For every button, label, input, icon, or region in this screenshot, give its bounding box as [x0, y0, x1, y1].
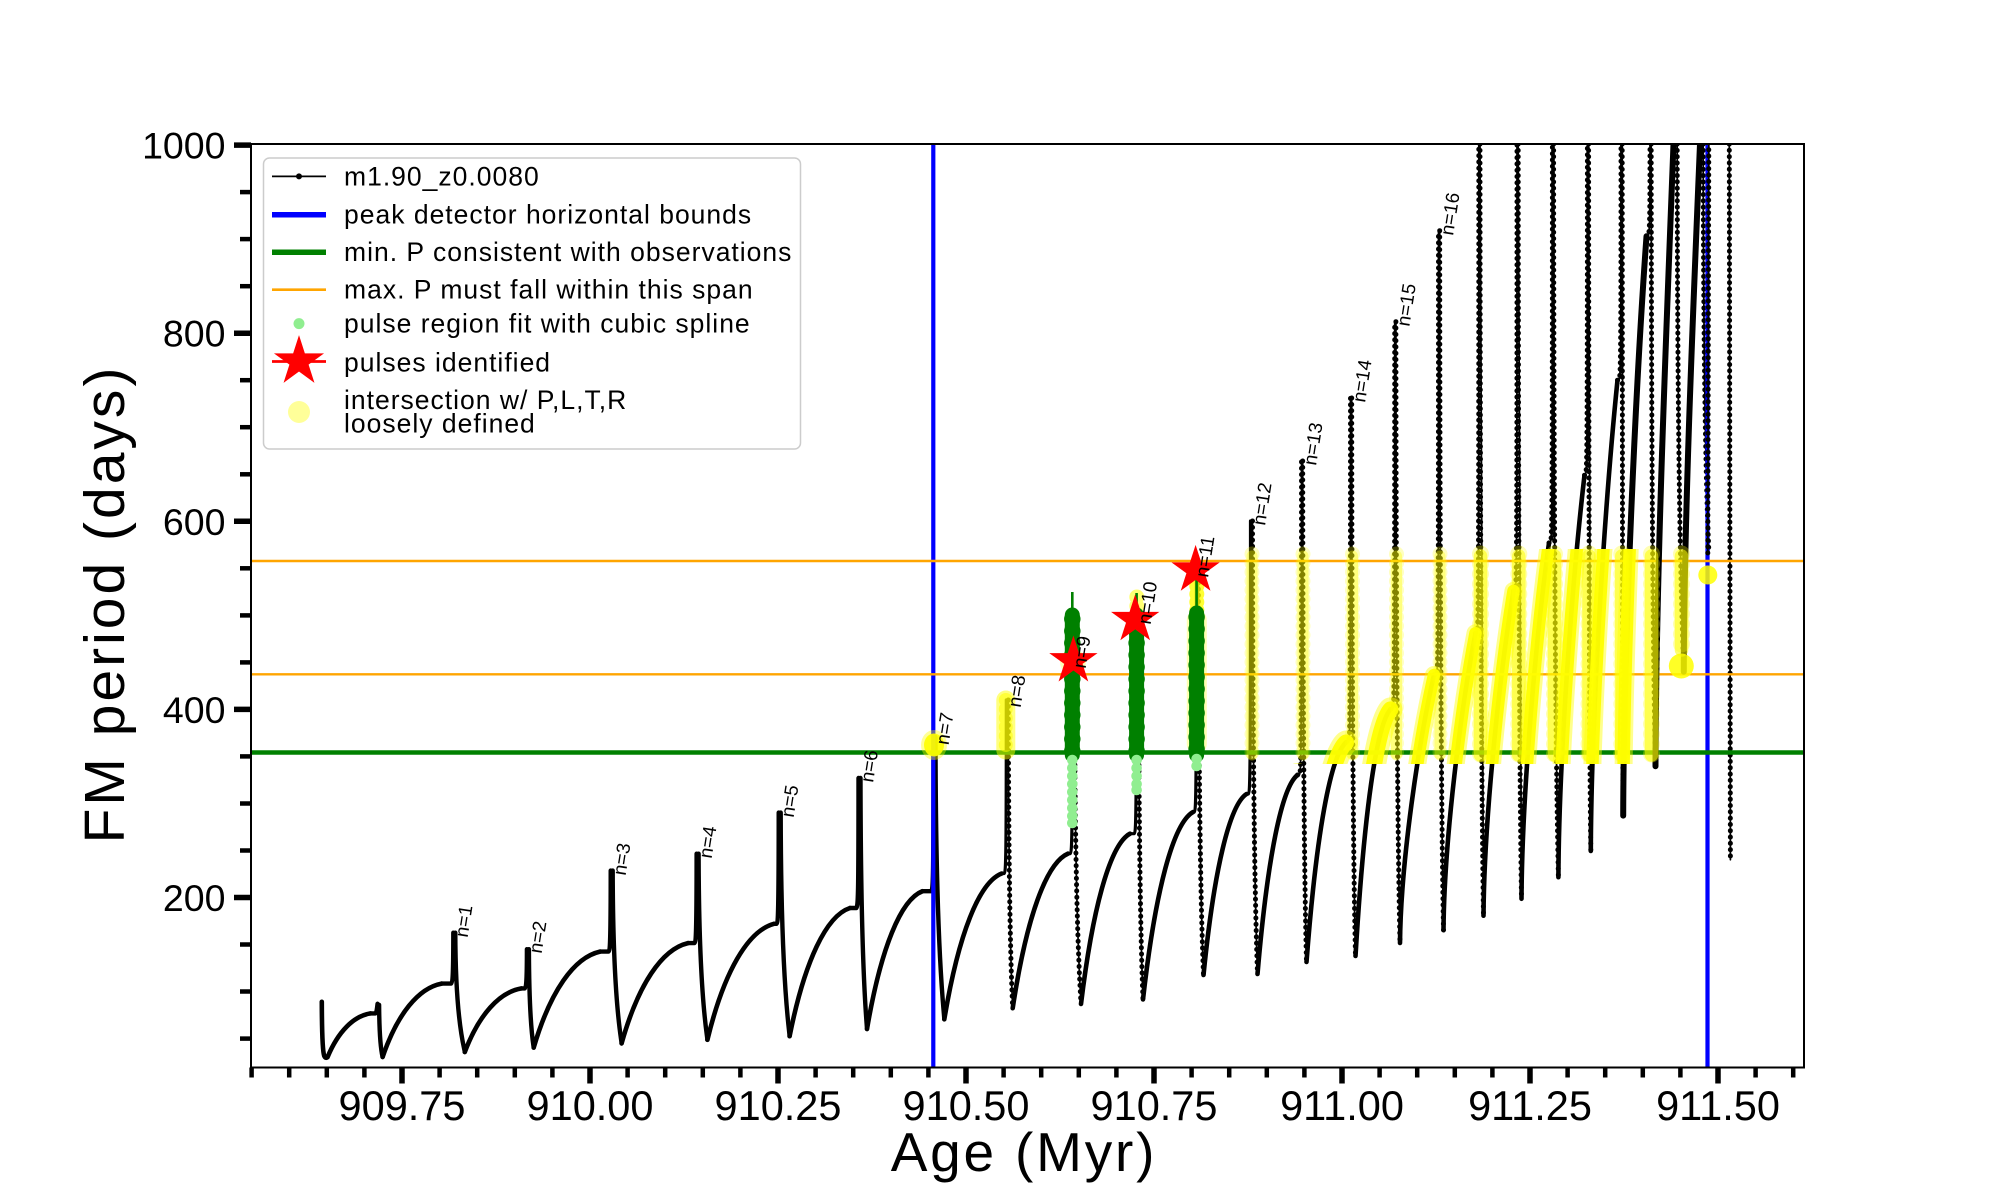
svg-text:FM period (days): FM period (days) — [73, 365, 137, 844]
svg-text:n=9: n=9 — [1070, 635, 1096, 670]
svg-text:min. P consistent with observa: min. P consistent with observations — [344, 237, 792, 267]
svg-text:n=3: n=3 — [610, 842, 636, 877]
svg-text:910.75: 910.75 — [1091, 1082, 1218, 1129]
svg-text:1000: 1000 — [142, 125, 225, 167]
svg-text:n=5: n=5 — [778, 784, 804, 819]
svg-text:911.00: 911.00 — [1280, 1082, 1404, 1129]
svg-text:n=7: n=7 — [933, 711, 959, 746]
svg-text:max. P must fall within this s: max. P must fall within this span — [344, 275, 754, 305]
svg-text:910.00: 910.00 — [527, 1082, 654, 1129]
svg-text:600: 600 — [163, 501, 226, 543]
svg-text:intersection w/ P,L,T,R: intersection w/ P,L,T,R — [344, 385, 627, 415]
svg-text:n=8: n=8 — [1005, 674, 1031, 709]
svg-text:loosely defined: loosely defined — [344, 409, 536, 439]
svg-text:peak detector horizontal bound: peak detector horizontal bounds — [344, 200, 752, 230]
svg-text:m1.90_z0.0080: m1.90_z0.0080 — [344, 161, 540, 191]
svg-text:n=1: n=1 — [452, 904, 478, 939]
svg-text:910.25: 910.25 — [715, 1082, 842, 1129]
svg-text:400: 400 — [163, 689, 226, 731]
svg-text:200: 200 — [163, 877, 226, 919]
svg-text:Age (Myr): Age (Myr) — [891, 1121, 1158, 1183]
svg-text:910.50: 910.50 — [903, 1082, 1030, 1129]
svg-text:pulse region fit with cubic sp: pulse region fit with cubic spline — [344, 309, 751, 339]
svg-text:911.50: 911.50 — [1656, 1082, 1780, 1129]
svg-text:n=2: n=2 — [526, 920, 552, 955]
svg-text:n=4: n=4 — [696, 824, 722, 860]
svg-text:909.75: 909.75 — [339, 1082, 466, 1129]
svg-text:n=6: n=6 — [857, 749, 883, 784]
svg-text:911.25: 911.25 — [1468, 1082, 1592, 1129]
svg-text:pulses identified: pulses identified — [344, 348, 551, 378]
svg-text:800: 800 — [163, 313, 226, 355]
